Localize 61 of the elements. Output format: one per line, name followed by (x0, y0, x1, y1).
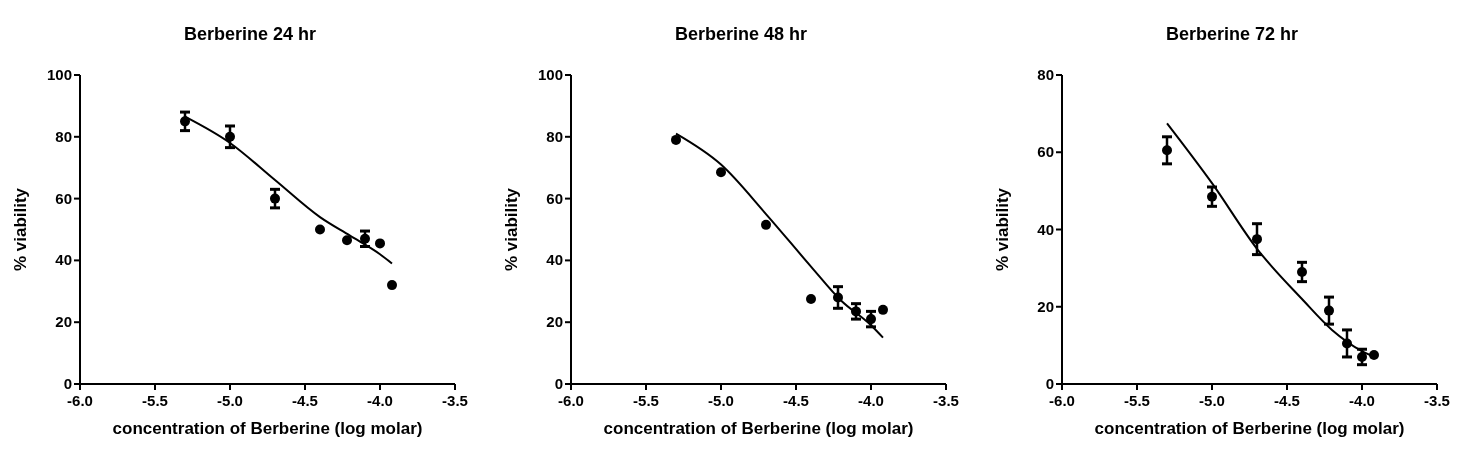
chart-title: Berberine 72 hr (1165, 24, 1299, 44)
y-tick-label: 60 (1037, 143, 1054, 161)
point (1297, 266, 1307, 277)
y-tick-label: 60 (55, 189, 72, 207)
x-axis-title: concentration of Berberine (log molar) (1094, 419, 1405, 438)
point (387, 280, 397, 291)
y-axis-title: % viability (11, 187, 30, 272)
y-tick-label: 0 (554, 375, 563, 392)
x-tick-label: -5.0 (217, 392, 243, 409)
x-tick-label: -6.0 (1049, 392, 1075, 409)
x-tick-label: -3.5 (1424, 392, 1450, 409)
point (1324, 305, 1334, 316)
x-tick-label: -4.0 (367, 392, 393, 409)
point (1207, 191, 1217, 202)
y-tick-label: 40 (55, 251, 72, 269)
point (270, 193, 280, 204)
y-tick-label: 40 (546, 251, 563, 269)
point (1369, 350, 1379, 361)
x-tick-label: -5.5 (1124, 392, 1150, 409)
y-tick-label: 0 (63, 375, 72, 392)
x-axis-title: concentration of Berberine (log molar) (112, 419, 423, 438)
y-axis-title: % viability (993, 187, 1012, 272)
x-tick-label: -5.5 (633, 392, 659, 409)
point (761, 219, 771, 230)
chart-title: Berberine 24 hr (183, 24, 317, 44)
x-tick-label: -4.5 (783, 392, 809, 409)
y-axis-title: % viability (502, 187, 521, 272)
y-tick-label: 100 (537, 66, 563, 83)
point (716, 167, 726, 178)
x-tick-label: -4.0 (858, 392, 884, 409)
y-tick-label: 20 (55, 313, 72, 331)
point (671, 134, 681, 145)
x-tick-label: -4.5 (292, 392, 318, 409)
x-tick-label: -4.0 (1349, 392, 1375, 409)
x-axis-title: concentration of Berberine (log molar) (603, 419, 914, 438)
y-tick-label: 100 (46, 66, 72, 83)
y-tick-label: 0 (1045, 375, 1054, 392)
point (375, 238, 385, 249)
point (878, 304, 888, 315)
point (1252, 234, 1262, 245)
x-tick-label: -5.5 (142, 392, 168, 409)
y-tick-label: 40 (1037, 220, 1054, 238)
x-tick-label: -6.0 (67, 392, 93, 409)
y-tick-label: 20 (1037, 297, 1054, 315)
point (342, 235, 352, 246)
y-tick-label: 80 (55, 127, 72, 145)
x-tick-label: -3.5 (933, 392, 959, 409)
x-tick-label: -4.5 (1274, 392, 1300, 409)
x-tick-label: -3.5 (442, 392, 468, 409)
point (225, 131, 235, 142)
point (1162, 145, 1172, 156)
point (806, 294, 816, 305)
y-tick-label: 80 (546, 127, 563, 145)
y-tick-label: 20 (546, 313, 563, 331)
chart-title: Berberine 48 hr (674, 24, 808, 44)
point (315, 224, 325, 235)
y-tick-label: 80 (1037, 66, 1054, 83)
y-tick-label: 60 (546, 189, 563, 207)
x-tick-label: -5.0 (708, 392, 734, 409)
x-tick-label: -6.0 (558, 392, 584, 409)
x-tick-label: -5.0 (1199, 392, 1225, 409)
